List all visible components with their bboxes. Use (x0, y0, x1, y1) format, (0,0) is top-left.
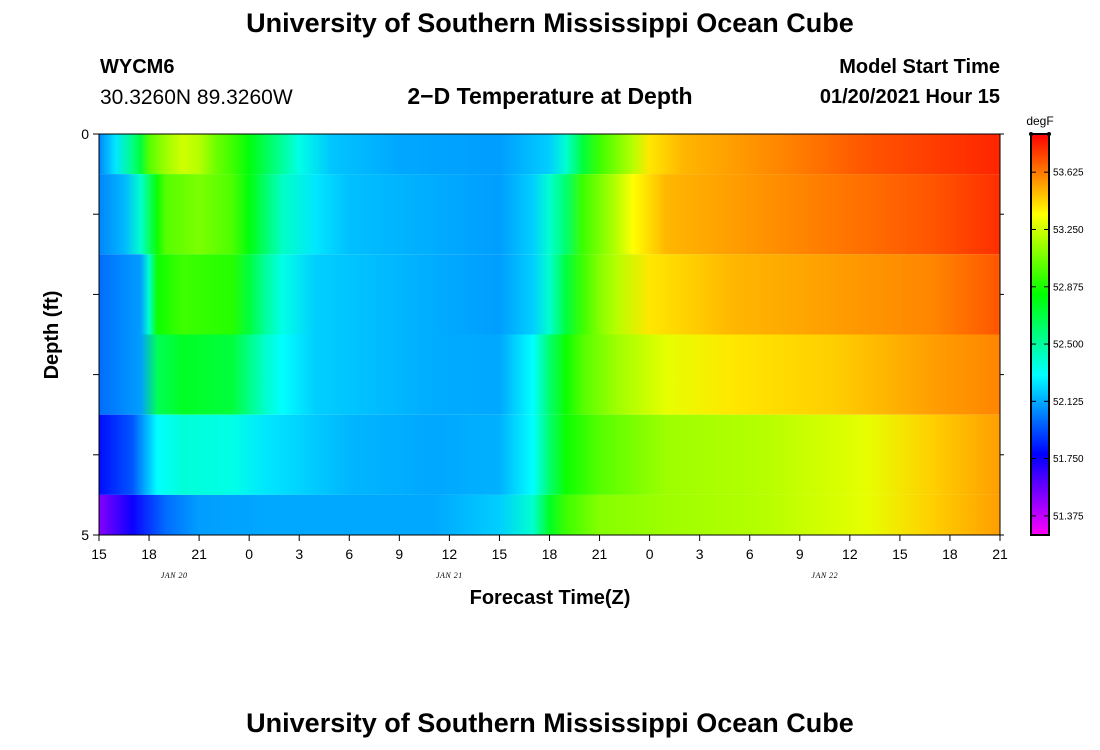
date-label: JAN 21 (436, 571, 463, 580)
y-tick-label: 5 (81, 527, 89, 543)
colorbar-unit-label: degF (1026, 114, 1053, 128)
station-id: WYCM6 (100, 56, 175, 78)
depth-layer-4 (99, 414, 1000, 495)
x-tick-label: 21 (592, 546, 608, 562)
x-tick-label: 6 (345, 546, 353, 562)
page-title: University of Southern Mississippi Ocean… (246, 8, 854, 38)
station-coordinates: 30.3260N 89.3260W (100, 86, 293, 109)
y-axis-label: Depth (ft) (41, 291, 63, 380)
x-tick-label: 9 (796, 546, 804, 562)
colorbar-tick-label: 52.125 (1053, 397, 1084, 408)
x-tick-label: 18 (141, 546, 157, 562)
depth-layer-5 (99, 494, 1000, 535)
colorbar-corner-dot (1047, 132, 1051, 136)
colorbar-tick-label: 53.250 (1053, 225, 1084, 236)
colorbar-gradient (1030, 133, 1050, 536)
x-tick-label: 6 (746, 546, 754, 562)
date-label: JAN 22 (811, 571, 838, 580)
colorbar-tick-label: 52.500 (1053, 340, 1084, 351)
x-tick-label: 18 (542, 546, 558, 562)
date-label: JAN 20 (161, 571, 188, 580)
colorbar-corner-dot (1029, 132, 1033, 136)
heatmap-cells (99, 134, 1000, 535)
x-tick-label: 18 (942, 546, 958, 562)
x-axis-label: Forecast Time(Z) (470, 587, 631, 609)
depth-layer-0 (99, 134, 1000, 175)
x-tick-label: 0 (245, 546, 253, 562)
depth-layer-2 (99, 254, 1000, 335)
depth-layer-1 (99, 174, 1000, 255)
depth-layer-3 (99, 334, 1000, 415)
x-tick-label: 21 (191, 546, 207, 562)
x-tick-label: 21 (992, 546, 1008, 562)
colorbar-tick-label: 51.750 (1053, 454, 1084, 465)
colorbar: 51.375 51.750 52.125 52.500 52.875 53.250 53.6… (1029, 132, 1084, 536)
chart-title: 2−D Temperature at Depth (407, 83, 693, 109)
x-tick-label: 15 (892, 546, 908, 562)
colorbar-tick-label: 53.625 (1053, 168, 1084, 179)
x-tick-label: 15 (492, 546, 508, 562)
footer-title: University of Southern Mississippi Ocean… (246, 708, 854, 738)
x-tick-label: 12 (842, 546, 858, 562)
x-tick-label: 12 (442, 546, 458, 562)
colorbar-tick-label: 51.375 (1053, 511, 1084, 522)
x-tick-label: 9 (395, 546, 403, 562)
y-tick-label: 0 (81, 126, 89, 142)
x-tick-label: 0 (646, 546, 654, 562)
x-tick-label: 3 (295, 546, 303, 562)
colorbar-tick-label: 52.875 (1053, 282, 1084, 293)
x-tick-label: 15 (91, 546, 107, 562)
model-start-label: Model Start Time (839, 56, 1000, 78)
x-tick-label: 3 (696, 546, 704, 562)
model-start-value: 01/20/2021 Hour 15 (819, 86, 1000, 108)
